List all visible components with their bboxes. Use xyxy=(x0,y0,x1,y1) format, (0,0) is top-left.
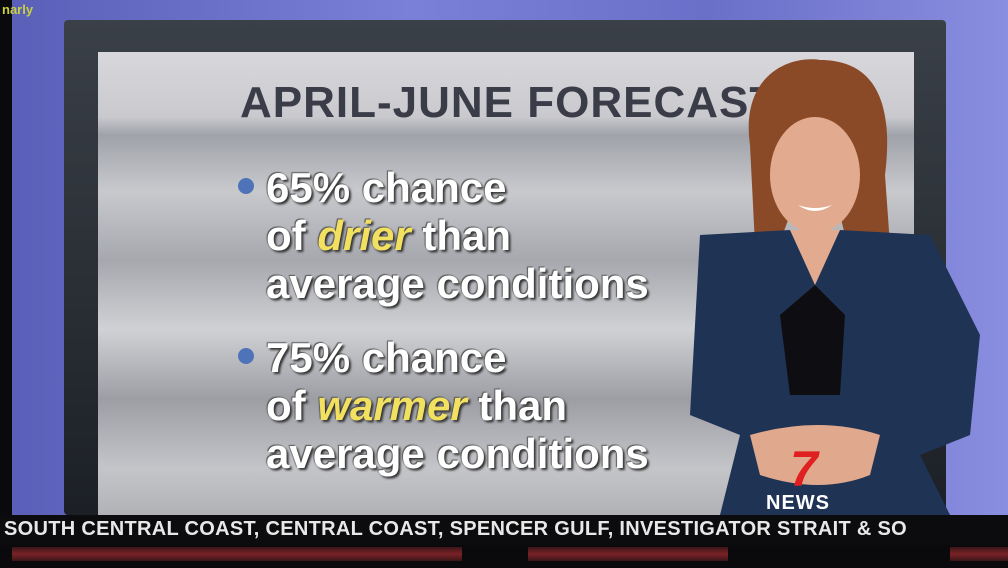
ticker-bar xyxy=(12,547,462,561)
ticker-bar xyxy=(950,547,1008,561)
bullet-line: average conditions xyxy=(266,430,649,477)
news-ticker: SOUTH CENTRAL COAST, CENTRAL COAST, SPEN… xyxy=(0,515,1008,545)
highlight-word: drier xyxy=(317,212,411,259)
presenter xyxy=(690,59,980,515)
bullet-dot xyxy=(238,348,254,364)
ticker-bar xyxy=(528,547,728,561)
bullet-line: average conditions xyxy=(266,260,649,307)
bullet-line: 65% chance xyxy=(266,164,507,211)
highlight-word: warmer xyxy=(317,382,467,429)
bullet-line: 75% chance xyxy=(266,334,507,381)
watermark: narly xyxy=(2,2,34,17)
bullet-dot xyxy=(238,178,254,194)
bullet-line: of drier than xyxy=(266,212,512,259)
news-logo-text: NEWS xyxy=(766,492,830,514)
ticker-text: SOUTH CENTRAL COAST, CENTRAL COAST, SPEN… xyxy=(4,518,907,540)
forecast-title: APRIL-JUNE FORECAST xyxy=(240,78,778,127)
seven-logo: 7 xyxy=(790,441,818,497)
bullet-line: of warmer than xyxy=(266,382,568,429)
